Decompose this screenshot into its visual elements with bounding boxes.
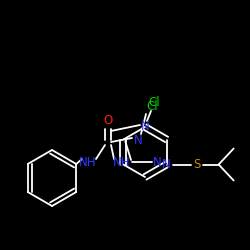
- Text: NH: NH: [79, 156, 97, 168]
- Text: N: N: [152, 156, 162, 168]
- Text: O: O: [104, 114, 112, 128]
- Text: N: N: [140, 120, 149, 134]
- Text: N: N: [162, 158, 171, 171]
- Text: Cl: Cl: [148, 96, 160, 108]
- Text: NH: NH: [113, 156, 131, 168]
- Text: Cl: Cl: [146, 100, 158, 112]
- Text: S: S: [193, 158, 200, 171]
- Text: N: N: [134, 134, 142, 146]
